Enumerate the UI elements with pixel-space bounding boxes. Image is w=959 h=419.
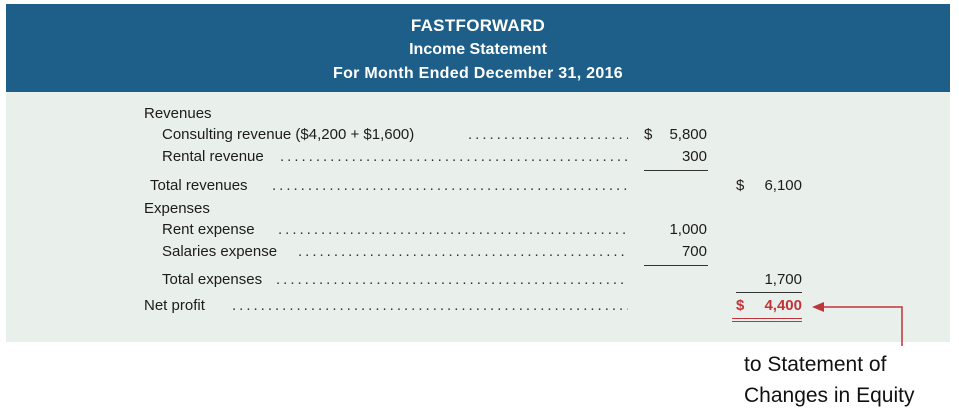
leader-dots: ........................................… <box>276 271 628 288</box>
leader-dots: ........................................… <box>272 177 628 194</box>
subtotal-rule <box>644 265 708 266</box>
net-profit-currency: $ <box>736 297 745 314</box>
expenses-heading: Expenses <box>144 200 210 217</box>
total-expenses-label: Total expenses <box>162 271 263 288</box>
statement-header: FASTFORWARD Income Statement For Month E… <box>6 4 950 92</box>
net-profit-label: Net profit <box>144 297 205 314</box>
rent-expense-label: Rent expense <box>162 221 255 238</box>
equity-note-line1: to Statement of <box>744 353 887 376</box>
total-revenues-label: Total revenues <box>150 177 248 194</box>
salaries-expense-label: Salaries expense <box>162 243 278 260</box>
leader-dots: ........................................… <box>298 243 628 260</box>
leader-dots: ........................................… <box>278 221 628 238</box>
rent-expense-amount: 1,000 <box>669 221 707 238</box>
rental-revenue-amount: 300 <box>681 148 707 165</box>
consulting-revenue-amount: 5,800 <box>669 126 707 143</box>
leader-dots: ........................................… <box>232 297 628 314</box>
total-revenues-amount: 6,100 <box>764 177 802 194</box>
double-underline-top <box>732 318 802 319</box>
salaries-expense-amount: 700 <box>681 243 707 260</box>
statement-period: For Month Ended December 31, 2016 <box>333 65 623 82</box>
subtotal-rule <box>644 170 708 171</box>
leader-dots: ........................................… <box>280 148 628 165</box>
total-rule <box>736 292 802 293</box>
consulting-revenue-currency: $ <box>644 126 653 143</box>
equity-note: to Statement of Changes in Equity <box>744 349 956 411</box>
total-revenues-currency: $ <box>736 177 745 194</box>
leader-dots: .................................... <box>468 126 628 143</box>
company-name: FASTFORWARD <box>410 16 546 35</box>
consulting-revenue-label: Consulting revenue ($4,200 + $1,600) <box>162 126 415 143</box>
income-statement: FASTFORWARD Income Statement For Month E… <box>6 4 950 342</box>
rental-revenue-label: Rental revenue <box>162 148 264 165</box>
statement-title: Income Statement <box>409 41 547 58</box>
revenues-heading: Revenues <box>144 105 212 122</box>
net-profit-amount: 4,400 <box>764 297 802 314</box>
equity-note-line2: Changes in Equity <box>744 384 915 407</box>
total-expenses-amount: 1,700 <box>764 271 802 288</box>
double-underline-bottom <box>732 321 802 322</box>
